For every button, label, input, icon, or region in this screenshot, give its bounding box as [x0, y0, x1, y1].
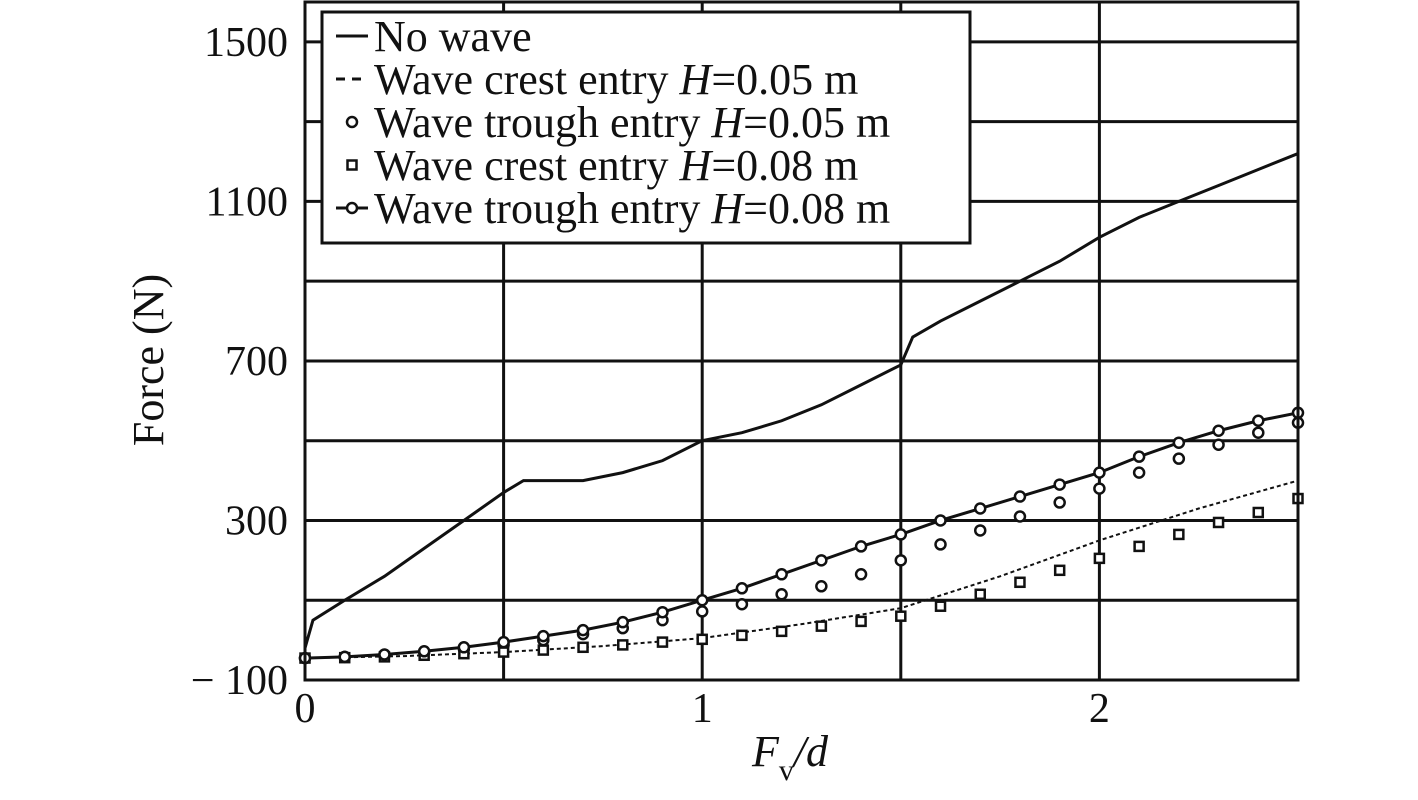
data-point: [973, 502, 987, 515]
data-point: [1053, 478, 1066, 491]
y-tick-label: 700: [225, 339, 288, 385]
data-point: [1172, 452, 1186, 465]
x-axis-label: Fv/d: [751, 727, 829, 787]
data-point: [338, 650, 351, 664]
x-axis-label-tail: /d: [791, 727, 829, 776]
data-point: [974, 588, 986, 601]
data-point: [1013, 510, 1027, 523]
data-point: [1014, 576, 1026, 589]
y-tick-label: − 100: [191, 658, 288, 704]
series-1: [303, 152, 1299, 649]
legend-item: Wave trough entry H=0.05 m: [345, 98, 890, 147]
data-point: [1132, 466, 1146, 479]
series-line: [304, 479, 1299, 660]
data-point: [695, 605, 709, 618]
data-point: [934, 600, 947, 612]
y-tick-label: 300: [225, 498, 288, 544]
data-point: [934, 514, 947, 527]
data-point: [577, 641, 589, 654]
data-point: [854, 568, 868, 581]
data-point: [1252, 414, 1265, 428]
data-point: [537, 629, 550, 643]
data-point: [775, 588, 788, 601]
legend-item: Wave trough entry H=0.08 m: [336, 184, 890, 233]
x-tick-label: 1: [692, 686, 713, 732]
series-layer: [298, 152, 1305, 665]
data-point: [656, 636, 669, 648]
data-point: [1093, 482, 1106, 495]
data-point: [775, 625, 788, 638]
data-point: [497, 635, 510, 649]
y-tick-label: 1500: [204, 20, 288, 66]
data-point: [617, 639, 629, 651]
data-point: [1252, 506, 1265, 519]
data-point: [1132, 450, 1146, 463]
legend-item: No wave: [336, 12, 532, 61]
data-point: [1212, 424, 1225, 437]
x-tick-label: 2: [1089, 686, 1110, 732]
data-point: [1212, 438, 1225, 451]
y-tick-label: 1100: [206, 179, 288, 225]
data-point: [616, 615, 630, 629]
data-point: [735, 597, 749, 611]
data-point: [855, 615, 867, 628]
x-axis-label-subscript: v: [779, 754, 794, 787]
data-point: [1172, 436, 1186, 449]
data-point: [1252, 426, 1265, 439]
legend-label: No wave: [374, 12, 532, 61]
data-point: [894, 528, 908, 541]
data-point: [736, 629, 748, 642]
data-point: [815, 580, 828, 593]
data-point: [656, 605, 669, 619]
x-tick-label: 0: [295, 686, 316, 732]
series-line: [303, 152, 1299, 649]
data-point: [695, 593, 709, 607]
legend-label: Wave trough entry H=0.08 m: [374, 184, 890, 233]
series-3: [298, 416, 1305, 665]
series-5: [298, 406, 1305, 665]
data-point: [1093, 552, 1106, 565]
data-point: [1212, 516, 1225, 529]
x-axis-label-main: F: [751, 727, 780, 776]
legend-box: [320, 10, 972, 245]
legend-item: Wave crest entry H=0.05 m: [336, 55, 858, 104]
legend-swatch: [345, 115, 359, 129]
data-point: [815, 620, 828, 632]
legend-label: Wave trough entry H=0.05 m: [374, 98, 890, 147]
data-point: [417, 645, 431, 658]
data-point: [1013, 490, 1027, 503]
tick-labels: 0 1 2 − 100 300 700 1100 1500: [191, 20, 1110, 732]
legend-swatch: [346, 159, 358, 171]
legend-label: Wave crest entry H=0.08 m: [374, 141, 858, 190]
data-point: [854, 540, 868, 553]
data-point: [775, 568, 788, 581]
data-point: [1093, 466, 1106, 479]
data-point: [973, 524, 987, 537]
data-point: [1173, 528, 1185, 541]
data-point: [934, 538, 947, 551]
data-point: [696, 633, 708, 646]
legend-item: Wave crest entry H=0.08 m: [346, 141, 858, 190]
data-point: [576, 623, 590, 637]
data-point: [1133, 540, 1145, 553]
data-point: [894, 554, 908, 567]
data-point: [815, 554, 828, 567]
data-point: [895, 610, 907, 622]
data-point: [1053, 564, 1066, 577]
legend-swatch: [345, 201, 359, 215]
data-point: [457, 641, 471, 654]
data-point: [537, 644, 550, 656]
series-2: [304, 479, 1299, 660]
legend-label: Wave crest entry H=0.05 m: [374, 55, 858, 104]
data-point: [735, 582, 749, 595]
y-axis-label: Force (N): [124, 274, 173, 446]
series-line: [304, 411, 1299, 660]
data-point: [378, 648, 391, 661]
plot-frame: [303, 0, 1300, 682]
data-point: [1053, 496, 1066, 509]
data-point: [497, 646, 510, 658]
